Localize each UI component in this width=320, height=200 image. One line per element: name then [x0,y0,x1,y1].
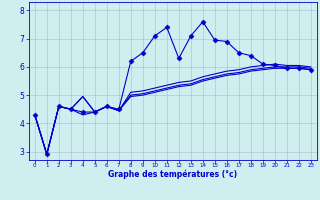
X-axis label: Graphe des températures (°c): Graphe des températures (°c) [108,170,237,179]
